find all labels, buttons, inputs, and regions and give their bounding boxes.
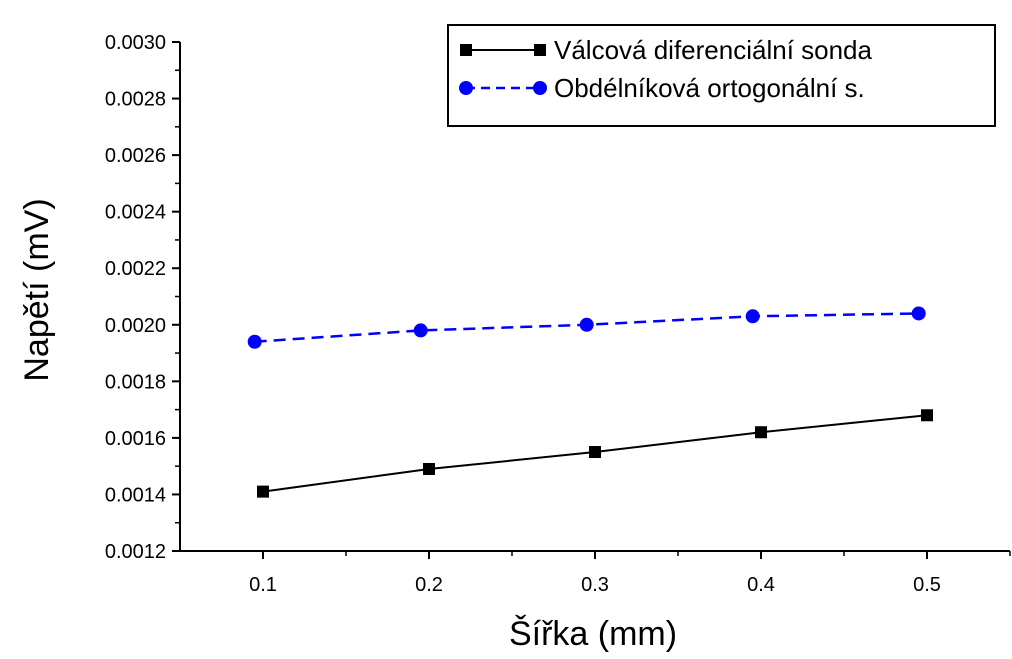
legend-marker <box>534 44 546 56</box>
x-tick-label: 0.3 <box>581 574 609 596</box>
data-point <box>755 426 767 439</box>
legend-label-2: Obdélníková ortogonální s. <box>554 73 865 103</box>
data-point <box>921 409 933 422</box>
y-axis-ticks: 0.0012 0.0014 0.0016 0.0018 0.0020 0.0022 0.00… <box>105 32 180 563</box>
y-tick-label: 0.0024 <box>105 202 166 224</box>
data-point <box>413 323 428 338</box>
data-point <box>589 446 601 459</box>
data-point <box>911 306 926 321</box>
legend: Válcová diferenciální sonda Obdélníková o… <box>447 24 996 127</box>
legend-marker <box>460 44 472 56</box>
x-tick-label: 0.1 <box>249 574 277 596</box>
y-tick-label: 0.0022 <box>105 258 166 280</box>
x-tick-label: 0.2 <box>415 574 443 596</box>
y-tick-label: 0.0026 <box>105 145 166 167</box>
data-point <box>745 309 760 324</box>
x-tick-label: 0.5 <box>913 574 941 596</box>
x-axis-title: Šířka (mm) <box>509 615 677 653</box>
x-axis-ticks: 0.1 0.2 0.3 0.4 0.5 <box>249 551 1011 596</box>
data-point <box>257 485 269 498</box>
legend-marker <box>459 81 473 95</box>
series-layer <box>247 306 933 498</box>
y-tick-label: 0.0012 <box>105 541 166 563</box>
legend-box <box>447 24 996 127</box>
y-tick-label: 0.0028 <box>105 89 166 111</box>
y-axis-title: Napětí (mV) <box>18 198 56 381</box>
y-tick-label: 0.0016 <box>105 428 166 450</box>
legend-marker <box>533 81 547 95</box>
x-tick-label: 0.4 <box>747 574 775 596</box>
y-tick-label: 0.0014 <box>105 484 166 506</box>
data-point <box>579 317 594 332</box>
y-tick-label: 0.0020 <box>105 315 166 337</box>
y-tick-label: 0.0018 <box>105 371 166 393</box>
y-tick-label: 0.0030 <box>105 32 166 54</box>
legend-label-1: Válcová diferenciální sonda <box>554 35 873 65</box>
data-point <box>247 334 262 349</box>
data-point <box>423 462 435 475</box>
